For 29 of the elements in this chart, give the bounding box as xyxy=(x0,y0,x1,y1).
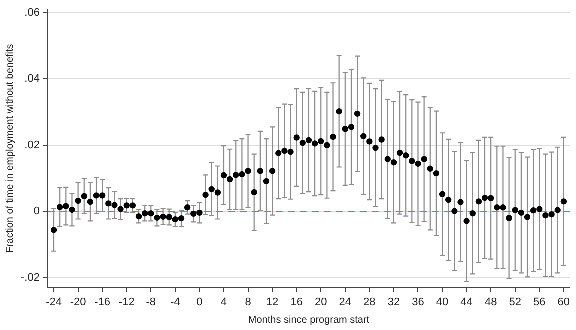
y-tick-label: .06 xyxy=(24,6,40,19)
x-tick-label: 16 xyxy=(290,296,303,308)
x-tick-label: -8 xyxy=(146,296,156,308)
x-tick-label: 44 xyxy=(460,296,473,308)
y-tick-label: .02 xyxy=(24,139,40,152)
x-tick-label: -4 xyxy=(170,296,180,308)
y-tick-label: .04 xyxy=(24,73,40,86)
x-tick-label: 8 xyxy=(245,296,252,308)
x-axis-title: Months since program start xyxy=(248,314,370,326)
x-tick-label: 0 xyxy=(196,296,203,308)
x-tick-label: 36 xyxy=(412,296,424,308)
x-tick-label: -20 xyxy=(70,296,86,308)
y-tick-label: 0 xyxy=(34,206,40,218)
x-tick-label: -24 xyxy=(46,296,62,308)
x-tick-label: 40 xyxy=(436,296,449,308)
x-tick-label: 52 xyxy=(509,296,522,308)
x-tick-label: -12 xyxy=(118,296,135,308)
x-tick-label: 4 xyxy=(220,296,228,308)
x-tick-label: 56 xyxy=(534,296,546,308)
y-axis-title: Fraction of time in employment without benefits xyxy=(4,44,16,254)
x-tick-label: -16 xyxy=(94,296,111,308)
x-tick-label: 48 xyxy=(484,296,498,308)
y-tick-label: -.02 xyxy=(20,272,40,284)
x-tick-label: 12 xyxy=(266,296,279,308)
x-tick-label: 24 xyxy=(339,296,352,308)
x-tick-label: 32 xyxy=(388,296,400,308)
x-tick-label: 20 xyxy=(314,296,328,308)
x-tick-label: 28 xyxy=(364,296,376,308)
x-tick-label: 60 xyxy=(558,296,570,308)
